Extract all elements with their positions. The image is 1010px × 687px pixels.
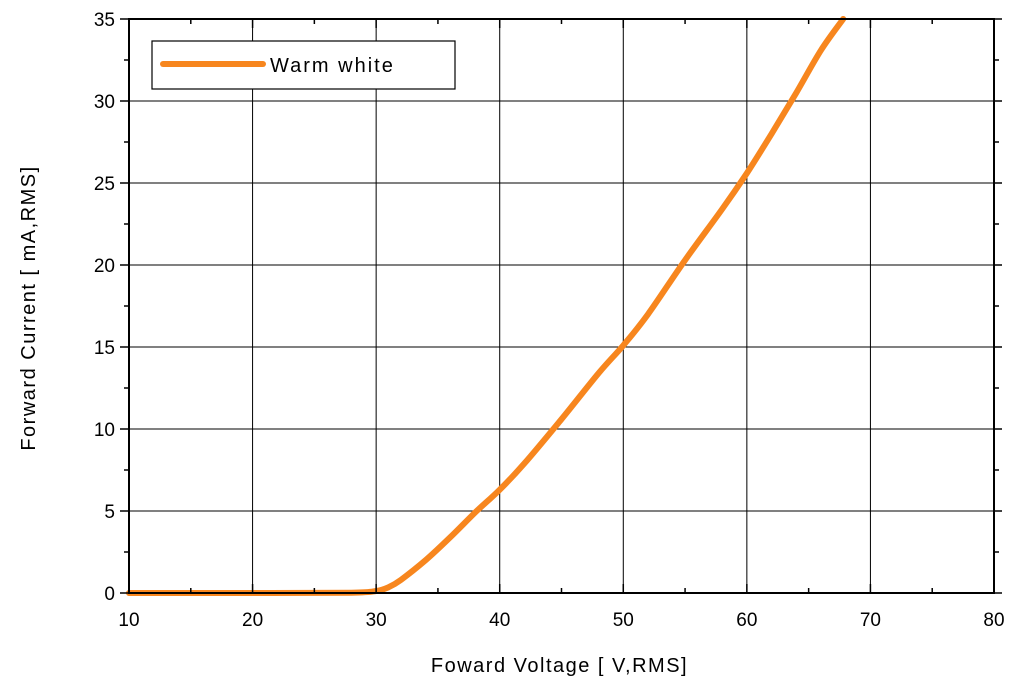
plot-frame xyxy=(128,18,995,594)
x-axis-title: Foward Voltage [ V,RMS] xyxy=(431,655,688,677)
y-tick-label: 20 xyxy=(94,256,115,277)
legend-label-warm-white: Warm white xyxy=(270,55,395,77)
ticks xyxy=(120,18,1002,594)
y-tick-label: 15 xyxy=(94,338,115,359)
y-axis-title: Forward Current [ mA,RMS] xyxy=(18,165,40,450)
series-layer xyxy=(126,16,847,597)
grid xyxy=(129,19,994,593)
y-tick-label: 25 xyxy=(94,174,115,195)
tick-labels: 10 20 30 40 50 60 70 80 0 5 10 15 20 25 30 35 xyxy=(94,10,1005,631)
y-tick-label: 10 xyxy=(94,420,115,441)
y-tick-label: 5 xyxy=(104,502,115,523)
x-tick-label: 40 xyxy=(489,610,510,631)
x-tick-label: 60 xyxy=(736,610,757,631)
x-tick-label: 10 xyxy=(118,610,139,631)
x-tick-label: 20 xyxy=(242,610,263,631)
series-line-warm-white xyxy=(126,16,847,597)
x-tick-label: 70 xyxy=(860,610,881,631)
x-tick-label: 50 xyxy=(613,610,634,631)
x-tick-label: 80 xyxy=(983,610,1004,631)
y-tick-label: 30 xyxy=(94,92,115,113)
y-tick-label: 0 xyxy=(104,584,115,605)
legend: Warm white xyxy=(151,40,456,90)
y-tick-label: 35 xyxy=(94,10,115,31)
x-tick-label: 30 xyxy=(366,610,387,631)
